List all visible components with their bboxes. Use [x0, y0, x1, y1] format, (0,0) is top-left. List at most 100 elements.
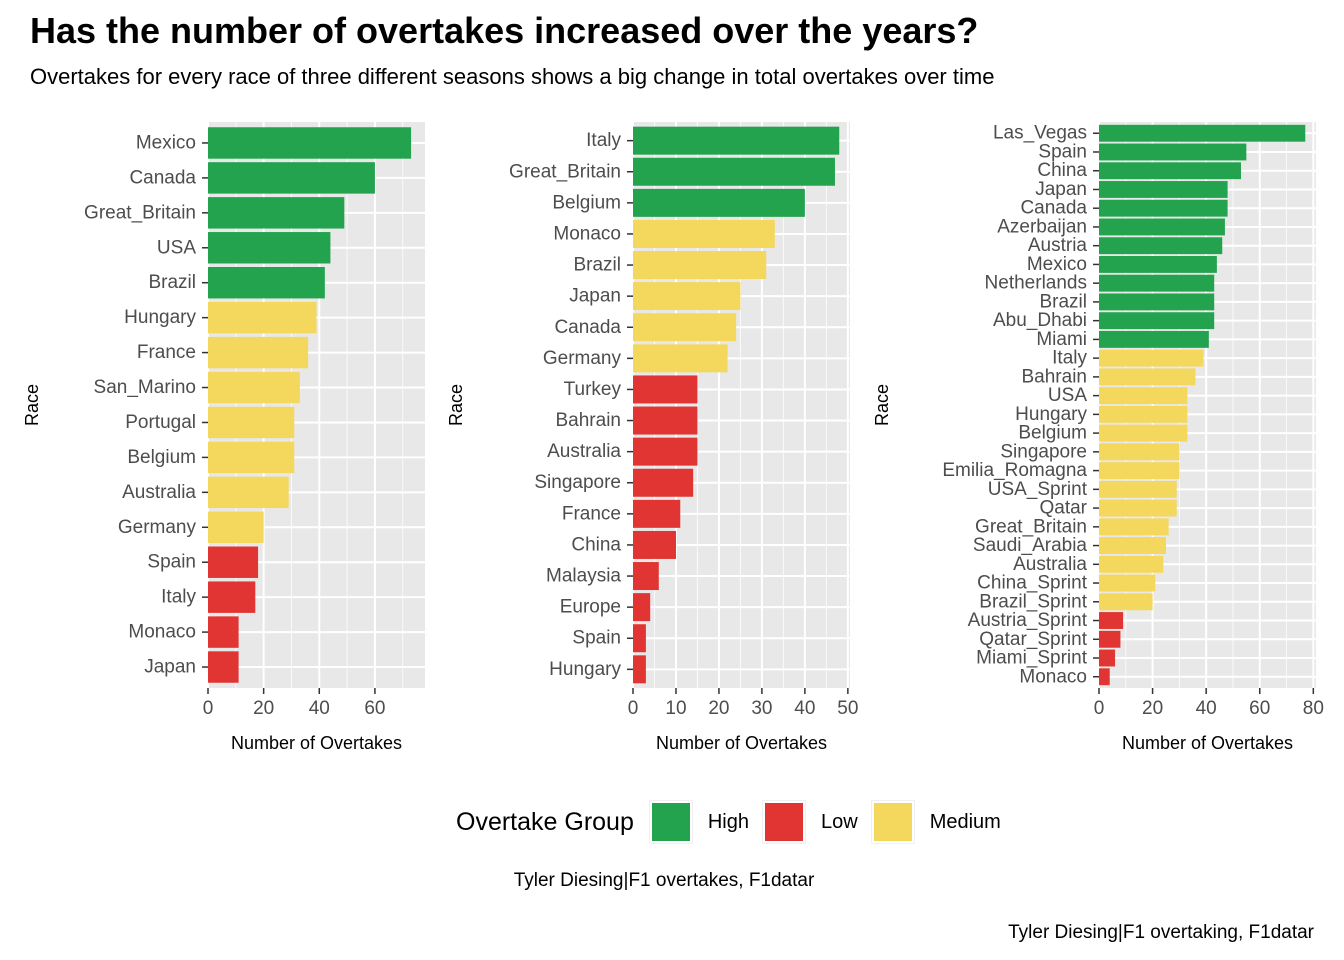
y-tick-label: France [562, 503, 621, 524]
x-tick-label: 20 [253, 698, 274, 719]
y-tick-label: USA [157, 237, 196, 258]
y-tick-label: Spain [1038, 141, 1087, 162]
y-tick-label: Europe [560, 597, 621, 618]
chart-panel-2: Italy Great_Britain Belgium Monaco Brazil Jap… [446, 122, 858, 753]
y-axis-title: Race [872, 384, 892, 426]
bar-germany [208, 511, 264, 544]
caption-right: Tyler Diesing|F1 overtaking, F1datar [1008, 922, 1314, 943]
y-tick-label: Bahrain [556, 410, 622, 431]
bar-brazil [208, 266, 325, 299]
bar-singapore [633, 468, 694, 497]
bar-hungary [1099, 405, 1188, 423]
y-tick-label: Japan [144, 657, 196, 678]
bar-portugal [208, 406, 295, 439]
bar-great-britain [1099, 518, 1169, 536]
bar-italy [633, 126, 840, 155]
x-axis-title: Number of Overtakes [1122, 733, 1293, 753]
y-tick-label: China_Sprint [977, 573, 1088, 594]
bar-europe [633, 593, 651, 622]
y-tick-label: Portugal [125, 412, 196, 433]
bar-mexico [1099, 256, 1217, 273]
bar-great-britain [208, 197, 345, 229]
y-tick-label: Netherlands [985, 273, 1087, 294]
x-tick-label: 0 [1094, 698, 1105, 719]
legend-label-medium: Medium [929, 810, 1001, 833]
bar-spain [633, 624, 646, 653]
y-tick-label: Las_Vegas [993, 123, 1087, 144]
bar-monaco [633, 219, 775, 248]
bar-brazil [1099, 293, 1215, 311]
bar-canada [1099, 199, 1228, 217]
y-tick-label: Italy [161, 587, 196, 608]
bar-china [1099, 162, 1241, 180]
y-tick-label: Singapore [534, 472, 621, 493]
y-tick-label: Monaco [553, 223, 621, 244]
bar-mexico [208, 127, 412, 159]
y-tick-label: Spain [147, 552, 196, 573]
y-tick-label: Mexico [136, 132, 196, 153]
legend: Overtake Group High Low Medium [0, 796, 1344, 848]
legend-item-high: High [648, 800, 749, 844]
bar-miami [1099, 330, 1209, 348]
y-tick-label: Belgium [127, 447, 196, 468]
y-tick-label: Miami_Sprint [976, 648, 1088, 669]
y-tick-label: Azerbaijan [997, 216, 1087, 237]
bar-belgium [1099, 424, 1188, 442]
legend-key-low [762, 800, 806, 844]
y-tick-label: Brazil [1039, 291, 1087, 312]
x-axis-title: Number of Overtakes [656, 733, 827, 753]
y-tick-label: Canada [554, 317, 621, 338]
y-tick-label: Australia [122, 482, 196, 503]
bar-netherlands [1099, 274, 1215, 292]
chart-panel-1: Mexico Canada Great_Britain USA Brazil Hungar… [22, 122, 425, 753]
y-tick-label: Mexico [1027, 254, 1087, 275]
bar-bahrain [1099, 368, 1196, 386]
bar-canada [633, 313, 737, 342]
x-tick-label: 10 [665, 698, 686, 719]
bar-miami-sprint [1099, 649, 1116, 667]
y-tick-label: Australia [547, 441, 621, 462]
bar-china-sprint [1099, 574, 1156, 592]
y-tick-label: China [571, 534, 621, 555]
y-tick-label: Miami [1036, 329, 1087, 350]
bar-germany [633, 344, 728, 373]
bar-qatar [1099, 499, 1177, 517]
bar-france [208, 336, 309, 369]
bar-austria [1099, 237, 1223, 255]
caption-center: Tyler Diesing|F1 overtakes, F1datar [513, 870, 815, 891]
bar-italy [1099, 349, 1204, 367]
bar-las-vegas [1099, 124, 1306, 142]
y-tick-label: Austria_Sprint [968, 610, 1088, 631]
y-tick-label: Italy [1052, 348, 1087, 369]
legend-item-medium: Medium [870, 800, 1001, 844]
y-tick-label: Belgium [1018, 423, 1087, 444]
y-tick-label: Hungary [1015, 404, 1087, 425]
bar-australia [1099, 555, 1164, 573]
legend-key-medium [870, 800, 915, 844]
bar-china [633, 530, 676, 559]
x-tick-label: 50 [837, 698, 858, 719]
bar-usa-sprint [1099, 480, 1177, 498]
y-tick-label: Hungary [124, 307, 196, 328]
bar-japan [1099, 181, 1228, 198]
legend-label-low: Low [821, 810, 858, 833]
y-tick-label: San_Marino [94, 377, 196, 398]
bar-brazil-sprint [1099, 593, 1153, 611]
bar-singapore [1099, 443, 1180, 461]
bar-japan [208, 651, 239, 683]
bar-bahrain [633, 406, 698, 435]
bar-monaco [208, 616, 239, 648]
y-tick-label: Bahrain [1022, 366, 1088, 387]
bar-azerbaijan [1099, 218, 1225, 236]
x-tick-label: 20 [1142, 698, 1163, 719]
y-tick-label: Spain [572, 628, 621, 649]
bar-spain [1099, 143, 1247, 161]
bar-belgium [633, 188, 805, 217]
bar-emilia-romagna [1099, 462, 1180, 480]
bar-san-marino [208, 371, 300, 404]
y-axis-title: Race [446, 384, 466, 426]
y-tick-label: Canada [129, 167, 196, 188]
bar-abu-dhabi [1099, 312, 1215, 330]
y-tick-label: Emilia_Romagna [942, 460, 1087, 481]
y-tick-label: Malaysia [546, 566, 621, 587]
